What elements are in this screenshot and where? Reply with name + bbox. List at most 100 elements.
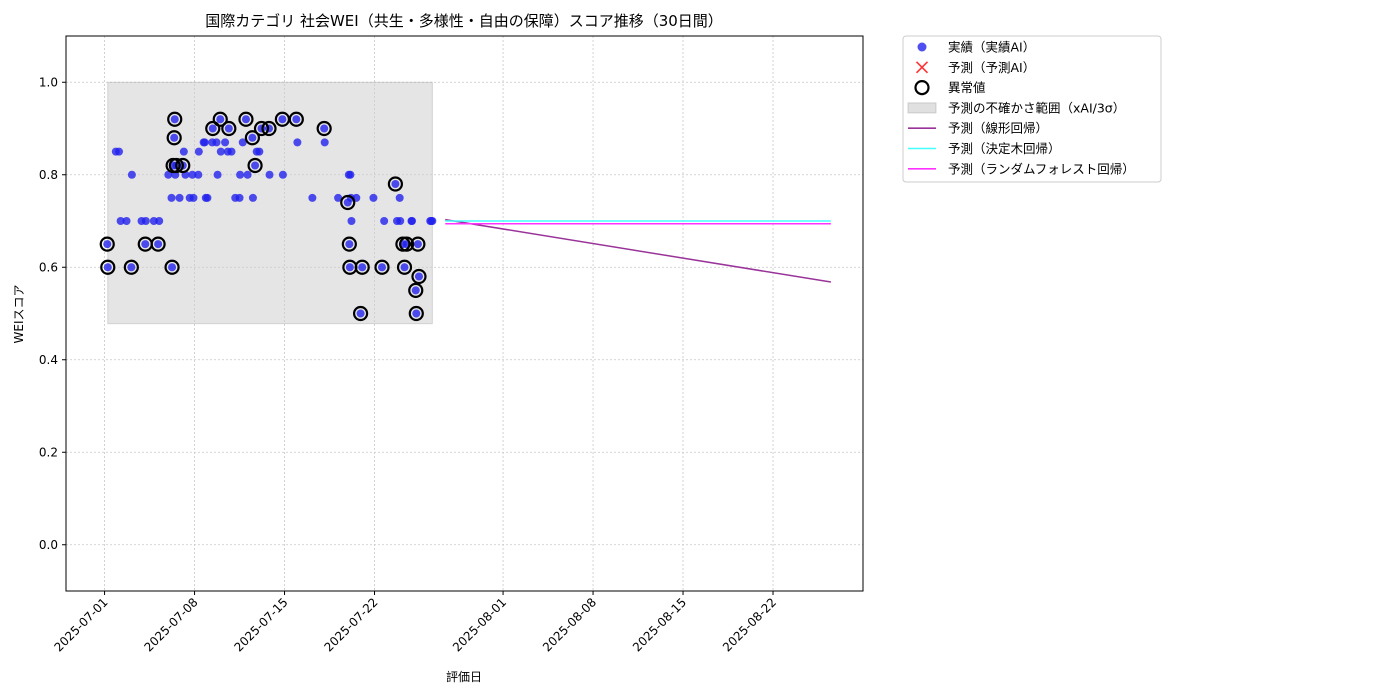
actual-point — [241, 115, 250, 124]
actual-point — [345, 263, 354, 272]
actual-point — [194, 170, 203, 179]
anomaly-point — [387, 176, 404, 192]
actual-point — [122, 217, 131, 225]
uncertainty-band — [107, 81, 433, 325]
actual-point — [356, 309, 365, 318]
plot-frame — [65, 35, 864, 592]
actual-point — [154, 240, 163, 249]
actual-point — [170, 133, 179, 142]
actual-point — [369, 193, 378, 202]
actual-point — [411, 286, 420, 295]
actual-point — [179, 147, 188, 156]
actual-point — [236, 170, 245, 179]
legend-label-forest: 予測（ランダムフォレスト回帰） — [948, 161, 1135, 176]
anomaly-points-layer — [99, 111, 427, 322]
actual-point — [292, 115, 301, 124]
actual-point — [428, 217, 437, 225]
actual-point — [127, 263, 136, 272]
x-tick-label: 2025-07-08 — [141, 595, 200, 654]
actual-point — [116, 217, 125, 225]
anomaly-point — [168, 157, 184, 174]
actual-point — [188, 170, 197, 179]
x-axis-label: 評価日 — [446, 669, 482, 684]
y-tick-label: 0.6 — [39, 260, 58, 274]
anomaly-point — [205, 120, 221, 137]
forecast-lines-layer — [445, 218, 831, 283]
actual-point — [251, 161, 260, 170]
x-tick-label: 2025-08-22 — [720, 595, 779, 654]
plot-area — [65, 35, 864, 592]
actual-point — [255, 147, 264, 156]
actual-point — [194, 147, 203, 156]
actual-point — [203, 193, 212, 202]
actual-point — [308, 193, 317, 202]
actual-point — [345, 240, 354, 249]
anomaly-point — [410, 236, 426, 252]
chart-title: 国際カテゴリ 社会WEI（共生・多様性・自由の保障）スコア推移（30日間） — [205, 12, 723, 30]
actual-point — [334, 193, 343, 202]
anomaly-point — [316, 120, 332, 137]
actual-point — [293, 138, 302, 147]
actual-point — [115, 147, 124, 156]
anomaly-point — [261, 120, 277, 137]
actual-point — [141, 240, 150, 249]
actual-point — [391, 180, 400, 188]
anomaly-point — [340, 194, 356, 211]
actual-point — [221, 138, 230, 147]
actual-point — [408, 217, 417, 225]
legend-marker-actual — [917, 42, 927, 52]
y-tick-label: 1.0 — [39, 75, 58, 89]
actual-point — [278, 170, 287, 179]
anomaly-point — [288, 111, 304, 127]
actual-point — [320, 138, 329, 147]
anomaly-point — [123, 259, 139, 275]
x-tick-label: 2025-08-08 — [540, 595, 599, 654]
actual-point — [212, 138, 221, 147]
y-axis-ticks: 0.0 0.2 0.4 0.6 0.8 1.0 — [39, 75, 66, 552]
forecast-line-linear — [445, 218, 831, 283]
y-axis-label: WEIスコア — [12, 285, 26, 344]
actual-point — [243, 170, 252, 179]
y-tick-label: 0.8 — [39, 168, 58, 182]
actual-point — [175, 193, 184, 202]
anomaly-point — [150, 236, 166, 252]
actual-point — [168, 263, 177, 272]
actual-point — [235, 193, 244, 202]
legend-label-linear: 予測（線形回帰） — [948, 121, 1048, 136]
actual-point — [213, 170, 222, 179]
actual-point — [170, 115, 179, 124]
uncertainty-band-layer — [107, 81, 433, 325]
anomaly-point — [167, 111, 183, 127]
anomaly-point — [396, 259, 413, 275]
x-tick-label: 2025-08-15 — [630, 595, 689, 654]
actual-point — [227, 147, 236, 156]
x-tick-label: 2025-07-15 — [231, 595, 290, 654]
actual-point — [347, 217, 356, 225]
legend-marker-band — [907, 102, 937, 114]
actual-point — [103, 240, 112, 249]
y-tick-label: 0.0 — [39, 538, 58, 552]
anomaly-point — [354, 259, 370, 275]
actual-point — [155, 217, 164, 225]
actual-point — [396, 217, 405, 225]
actual-point — [224, 124, 233, 133]
x-tick-label: 2025-08-01 — [450, 595, 509, 654]
actual-point — [380, 217, 389, 225]
anomaly-point — [411, 268, 427, 285]
actual-point — [208, 124, 217, 133]
anomaly-point — [212, 111, 228, 127]
y-tick-label: 0.2 — [39, 445, 58, 459]
actual-points-layer — [103, 115, 437, 318]
actual-point — [395, 193, 404, 202]
x-tick-label: 2025-07-01 — [51, 595, 110, 654]
x-axis-ticks: 2025-07-01 2025-07-08 2025-07-15 2025-07-22… — [51, 591, 779, 654]
legend-label-anomaly: 異常値 — [948, 80, 986, 95]
anomaly-point — [164, 259, 180, 275]
anomaly-point — [238, 111, 254, 127]
actual-point — [400, 263, 409, 272]
anomaly-point — [408, 305, 424, 322]
actual-point — [358, 263, 367, 272]
actual-point — [164, 170, 173, 179]
